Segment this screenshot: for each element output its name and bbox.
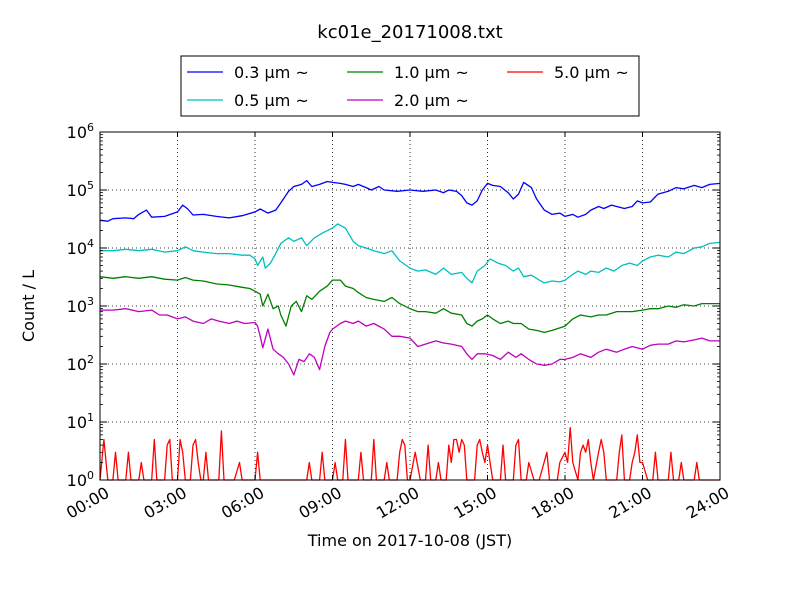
y-tick-label: 103 xyxy=(67,295,94,316)
series-line-2 xyxy=(99,276,720,334)
x-tick-label: 15:00 xyxy=(450,483,499,523)
x-axis-label: Time on 2017-10-08 (JST) xyxy=(307,531,512,550)
y-axis-ticks: 100 101 102 103 104 105 106 xyxy=(67,121,720,490)
legend-frame xyxy=(180,55,640,117)
y-tick-label: 105 xyxy=(67,179,94,200)
x-tick-label: 21:00 xyxy=(605,483,654,523)
x-tick-label: 18:00 xyxy=(528,483,577,523)
legend: 0.3 μm ~ 0.5 μm ~ 1.0 μm ~ 2.0 μm ~ 5.0 μm ~ xyxy=(180,55,640,117)
legend-label-1: 0.5 μm ~ xyxy=(234,91,309,110)
series-line-1 xyxy=(100,223,721,284)
grid xyxy=(100,132,720,480)
series-layer xyxy=(99,179,721,481)
legend-label-0: 0.3 μm ~ xyxy=(234,63,309,82)
y-axis-label: Count / L xyxy=(19,270,38,342)
legend-label-2: 1.0 μm ~ xyxy=(394,63,469,82)
y-tick-label: 106 xyxy=(67,121,94,142)
y-tick-label: 104 xyxy=(67,237,94,258)
series-line-3 xyxy=(100,308,720,376)
legend-label-4: 5.0 μm ~ xyxy=(554,63,629,82)
series-line-4 xyxy=(99,426,720,481)
x-tick-label: 24:00 xyxy=(683,483,732,523)
series-line-0 xyxy=(99,179,721,222)
legend-label-3: 2.0 μm ~ xyxy=(394,91,469,110)
y-tick-label: 100 xyxy=(67,469,94,490)
chart-title: kc01e_20171008.txt xyxy=(317,22,502,43)
x-tick-label: 03:00 xyxy=(140,483,189,523)
y-tick-label: 102 xyxy=(67,353,94,374)
x-tick-label: 12:00 xyxy=(373,483,422,523)
x-tick-label: 09:00 xyxy=(295,483,344,523)
x-tick-label: 06:00 xyxy=(218,483,267,523)
y-tick-label: 101 xyxy=(67,411,94,432)
